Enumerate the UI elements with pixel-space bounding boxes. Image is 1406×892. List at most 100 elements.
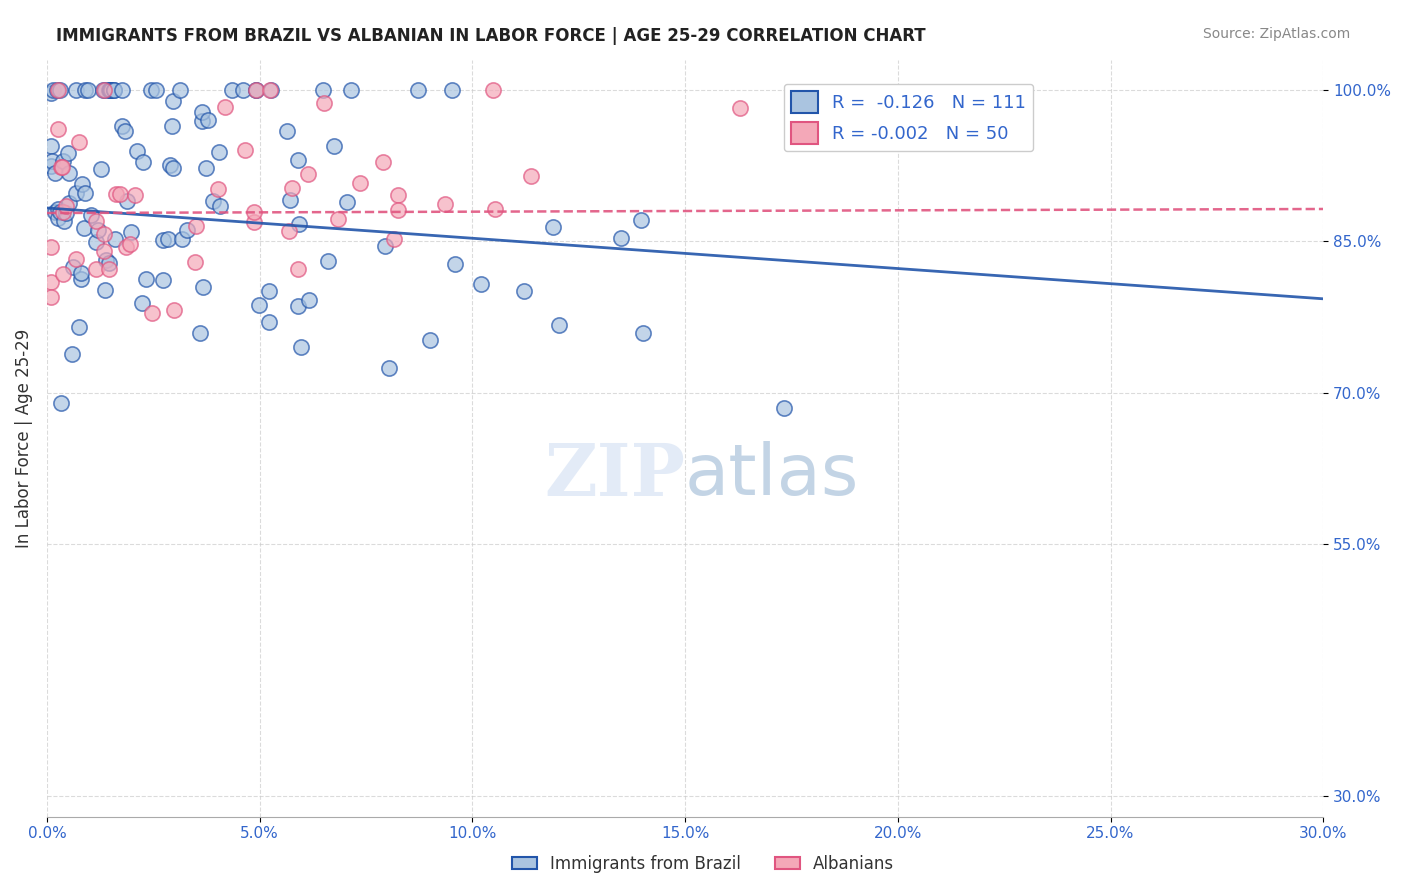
- Albanians: [280, 181, 302, 195]
- Immigrants from Brazil: [513, 285, 536, 299]
- Immigrants from Brazil: [139, 83, 162, 97]
- Immigrants from Brazil: [111, 83, 134, 97]
- Legend: R =  -0.126   N = 111, R = -0.002   N = 50: R = -0.126 N = 111, R = -0.002 N = 50: [783, 84, 1033, 152]
- Albanians: [243, 205, 266, 219]
- Albanians: [65, 252, 87, 266]
- Albanians: [242, 215, 264, 229]
- Albanians: [484, 202, 506, 217]
- Immigrants from Brazil: [46, 202, 69, 216]
- Immigrants from Brazil: [41, 154, 63, 169]
- Immigrants from Brazil: [336, 195, 359, 210]
- Immigrants from Brazil: [39, 139, 62, 153]
- Albanians: [287, 262, 309, 277]
- Immigrants from Brazil: [91, 83, 114, 97]
- Immigrants from Brazil: [298, 293, 321, 308]
- Albanians: [278, 224, 301, 238]
- Immigrants from Brazil: [94, 283, 117, 297]
- Immigrants from Brazil: [114, 124, 136, 138]
- Immigrants from Brazil: [94, 253, 117, 268]
- Immigrants from Brazil: [631, 326, 654, 340]
- Albanians: [373, 155, 395, 169]
- Albanians: [52, 268, 75, 282]
- Albanians: [120, 237, 142, 252]
- Immigrants from Brazil: [156, 232, 179, 246]
- Immigrants from Brazil: [406, 83, 429, 97]
- Immigrants from Brazil: [419, 333, 441, 347]
- Immigrants from Brazil: [630, 213, 652, 227]
- Text: Source: ZipAtlas.com: Source: ZipAtlas.com: [1202, 27, 1350, 41]
- Albanians: [297, 167, 319, 181]
- Immigrants from Brazil: [773, 401, 796, 415]
- Albanians: [163, 303, 186, 318]
- Immigrants from Brazil: [49, 396, 72, 410]
- Albanians: [46, 83, 69, 97]
- Albanians: [55, 199, 77, 213]
- Albanians: [46, 122, 69, 136]
- Immigrants from Brazil: [73, 186, 96, 200]
- Immigrants from Brazil: [90, 162, 112, 177]
- Immigrants from Brazil: [145, 83, 167, 97]
- Immigrants from Brazil: [97, 83, 120, 97]
- Immigrants from Brazil: [80, 209, 103, 223]
- Immigrants from Brazil: [197, 112, 219, 127]
- Albanians: [259, 83, 281, 97]
- Albanians: [39, 240, 62, 254]
- Immigrants from Brazil: [162, 94, 184, 108]
- Immigrants from Brazil: [278, 193, 301, 207]
- Immigrants from Brazil: [548, 318, 571, 332]
- Albanians: [326, 211, 349, 226]
- Albanians: [84, 214, 107, 228]
- Immigrants from Brazil: [162, 161, 184, 176]
- Immigrants from Brazil: [188, 326, 211, 340]
- Albanians: [183, 254, 205, 268]
- Immigrants from Brazil: [195, 161, 218, 175]
- Immigrants from Brazil: [58, 196, 80, 211]
- Immigrants from Brazil: [49, 205, 72, 219]
- Legend: Immigrants from Brazil, Albanians: Immigrants from Brazil, Albanians: [505, 848, 901, 880]
- Albanians: [184, 219, 207, 233]
- Immigrants from Brazil: [609, 231, 631, 245]
- Immigrants from Brazil: [257, 284, 280, 298]
- Immigrants from Brazil: [202, 194, 225, 208]
- Immigrants from Brazil: [152, 233, 174, 247]
- Immigrants from Brazil: [100, 83, 122, 97]
- Immigrants from Brazil: [70, 178, 93, 192]
- Immigrants from Brazil: [193, 280, 215, 294]
- Albanians: [39, 290, 62, 304]
- Immigrants from Brazil: [111, 119, 134, 133]
- Y-axis label: In Labor Force | Age 25-29: In Labor Force | Age 25-29: [15, 328, 32, 548]
- Immigrants from Brazil: [87, 223, 110, 237]
- Albanians: [207, 182, 229, 196]
- Immigrants from Brazil: [378, 360, 401, 375]
- Immigrants from Brazil: [70, 266, 93, 280]
- Albanians: [382, 232, 405, 246]
- Albanians: [519, 169, 541, 183]
- Albanians: [433, 197, 456, 211]
- Immigrants from Brazil: [323, 138, 346, 153]
- Immigrants from Brazil: [249, 298, 271, 312]
- Albanians: [93, 83, 115, 97]
- Immigrants from Brazil: [125, 145, 148, 159]
- Immigrants from Brazil: [46, 83, 69, 97]
- Albanians: [93, 227, 115, 241]
- Albanians: [387, 188, 409, 202]
- Albanians: [52, 205, 75, 219]
- Immigrants from Brazil: [287, 153, 309, 167]
- Immigrants from Brazil: [53, 214, 76, 228]
- Immigrants from Brazil: [76, 83, 98, 97]
- Immigrants from Brazil: [152, 273, 174, 287]
- Albanians: [39, 275, 62, 289]
- Immigrants from Brazil: [191, 104, 214, 119]
- Immigrants from Brazil: [73, 221, 96, 235]
- Immigrants from Brazil: [340, 83, 363, 97]
- Immigrants from Brazil: [104, 232, 127, 246]
- Immigrants from Brazil: [56, 146, 79, 161]
- Albanians: [482, 83, 505, 97]
- Immigrants from Brazil: [374, 239, 396, 253]
- Immigrants from Brazil: [441, 83, 464, 97]
- Albanians: [51, 160, 73, 174]
- Immigrants from Brazil: [65, 83, 87, 97]
- Immigrants from Brazil: [98, 83, 121, 97]
- Immigrants from Brazil: [259, 314, 281, 328]
- Immigrants from Brazil: [73, 83, 96, 97]
